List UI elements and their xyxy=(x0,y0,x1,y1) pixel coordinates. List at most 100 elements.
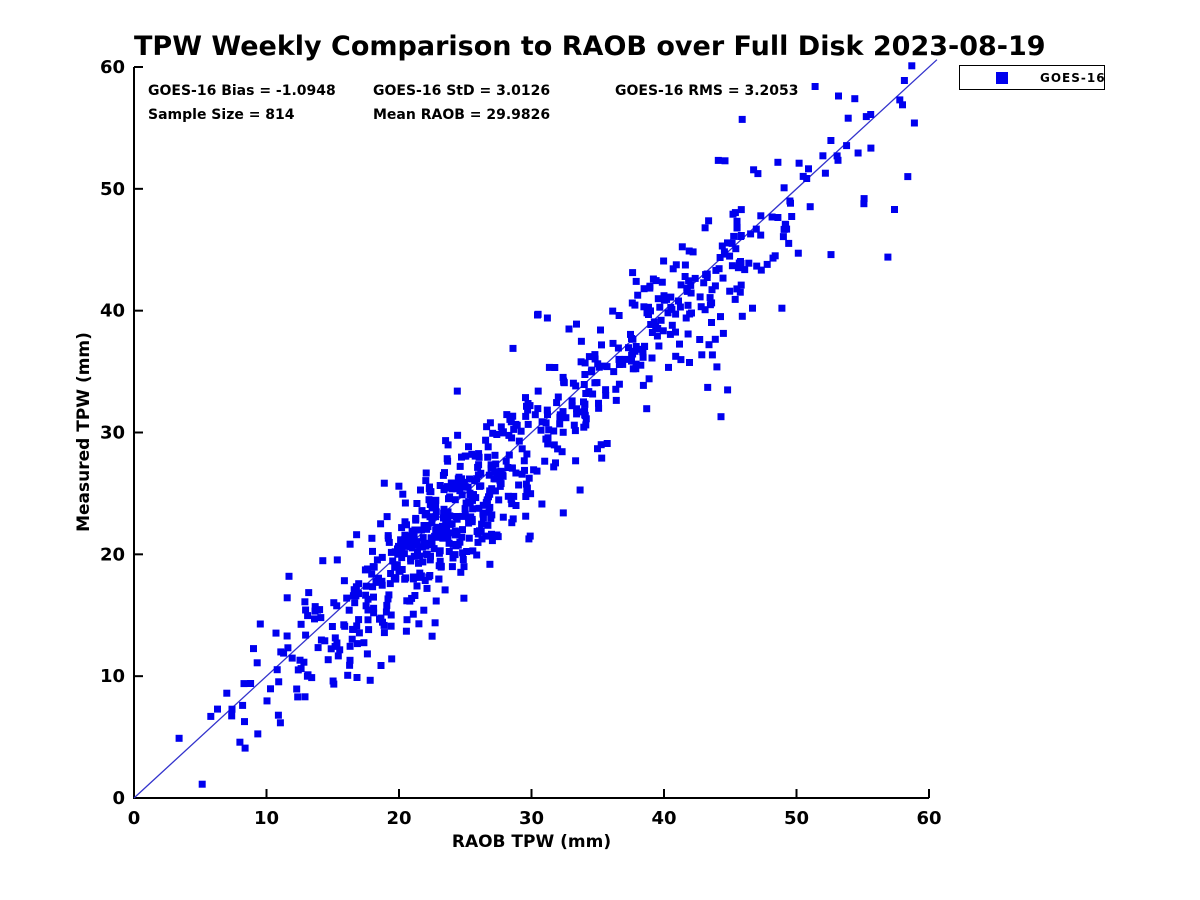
data-point xyxy=(412,514,420,522)
data-point xyxy=(364,606,372,614)
data-point xyxy=(426,556,434,564)
data-point xyxy=(753,262,761,270)
data-point xyxy=(534,405,542,413)
data-point xyxy=(453,387,461,395)
data-point xyxy=(640,303,648,311)
data-point xyxy=(520,457,528,465)
data-point xyxy=(353,622,361,630)
data-point xyxy=(370,563,378,571)
data-point xyxy=(440,514,447,522)
data-point xyxy=(687,281,695,289)
data-point xyxy=(582,421,590,429)
data-point xyxy=(426,501,434,508)
data-point xyxy=(609,307,617,315)
data-point xyxy=(585,388,593,396)
data-point xyxy=(250,645,257,653)
data-point xyxy=(428,539,436,547)
data-point xyxy=(416,573,424,581)
data-point xyxy=(612,385,620,393)
data-point xyxy=(556,413,564,421)
data-point xyxy=(665,363,672,371)
data-point xyxy=(489,429,497,437)
data-point xyxy=(508,519,516,527)
data-point xyxy=(241,718,248,726)
data-point xyxy=(370,593,377,601)
data-point xyxy=(763,260,771,268)
data-point xyxy=(686,359,693,366)
data-point xyxy=(559,428,567,436)
data-point xyxy=(538,418,546,426)
y-tick-label: 40 xyxy=(100,301,125,322)
data-point xyxy=(442,437,450,445)
data-point xyxy=(302,631,310,639)
data-point xyxy=(378,553,386,561)
data-point xyxy=(672,328,679,336)
data-point xyxy=(508,434,516,442)
data-point xyxy=(550,441,558,449)
data-point xyxy=(385,538,393,546)
data-point xyxy=(386,580,394,588)
data-point xyxy=(409,610,417,618)
data-point xyxy=(672,310,680,318)
data-point xyxy=(395,542,402,550)
data-point xyxy=(594,445,601,453)
data-point xyxy=(495,496,503,504)
data-point xyxy=(370,609,378,617)
data-point xyxy=(701,306,709,314)
x-axis-title: RAOB TPW (mm) xyxy=(451,832,612,852)
data-point xyxy=(363,650,371,658)
data-point xyxy=(827,137,835,144)
data-point xyxy=(591,355,599,363)
data-point xyxy=(385,591,393,599)
data-point xyxy=(726,287,734,295)
data-point xyxy=(600,362,608,370)
data-point xyxy=(682,314,690,322)
data-point xyxy=(333,602,341,610)
data-point xyxy=(423,522,430,529)
data-point xyxy=(460,563,468,571)
data-point xyxy=(504,464,512,471)
data-point xyxy=(430,545,438,553)
data-point xyxy=(704,383,712,391)
data-point xyxy=(672,352,680,360)
data-point xyxy=(614,344,622,352)
x-tick-label: 60 xyxy=(916,808,941,829)
x-tick-label: 10 xyxy=(254,808,279,829)
data-point xyxy=(843,142,851,150)
data-point xyxy=(484,443,492,451)
data-point xyxy=(708,286,716,294)
data-point xyxy=(496,482,504,490)
data-point xyxy=(256,620,264,628)
data-point xyxy=(900,77,908,84)
data-point xyxy=(713,363,721,371)
data-point xyxy=(656,303,664,311)
data-point xyxy=(198,780,206,788)
data-point xyxy=(436,557,444,565)
data-point xyxy=(686,310,694,318)
data-point xyxy=(681,273,689,280)
data-point xyxy=(411,592,419,599)
data-point xyxy=(380,479,388,487)
data-point xyxy=(417,526,425,534)
data-point xyxy=(340,577,348,585)
data-point xyxy=(471,477,479,485)
data-point xyxy=(435,549,443,557)
data-point xyxy=(640,285,648,293)
data-point xyxy=(685,277,693,285)
data-point xyxy=(542,435,550,443)
data-point xyxy=(497,423,505,431)
data-point xyxy=(458,491,466,499)
data-point xyxy=(426,483,433,491)
data-point xyxy=(486,419,494,427)
data-point xyxy=(757,212,765,220)
data-point xyxy=(460,594,468,602)
data-point xyxy=(239,701,247,709)
data-point xyxy=(382,608,390,616)
data-point xyxy=(659,327,667,335)
data-point xyxy=(667,293,675,301)
data-point xyxy=(833,152,841,160)
data-point xyxy=(465,534,473,542)
data-point xyxy=(705,217,713,225)
data-point xyxy=(442,529,450,537)
